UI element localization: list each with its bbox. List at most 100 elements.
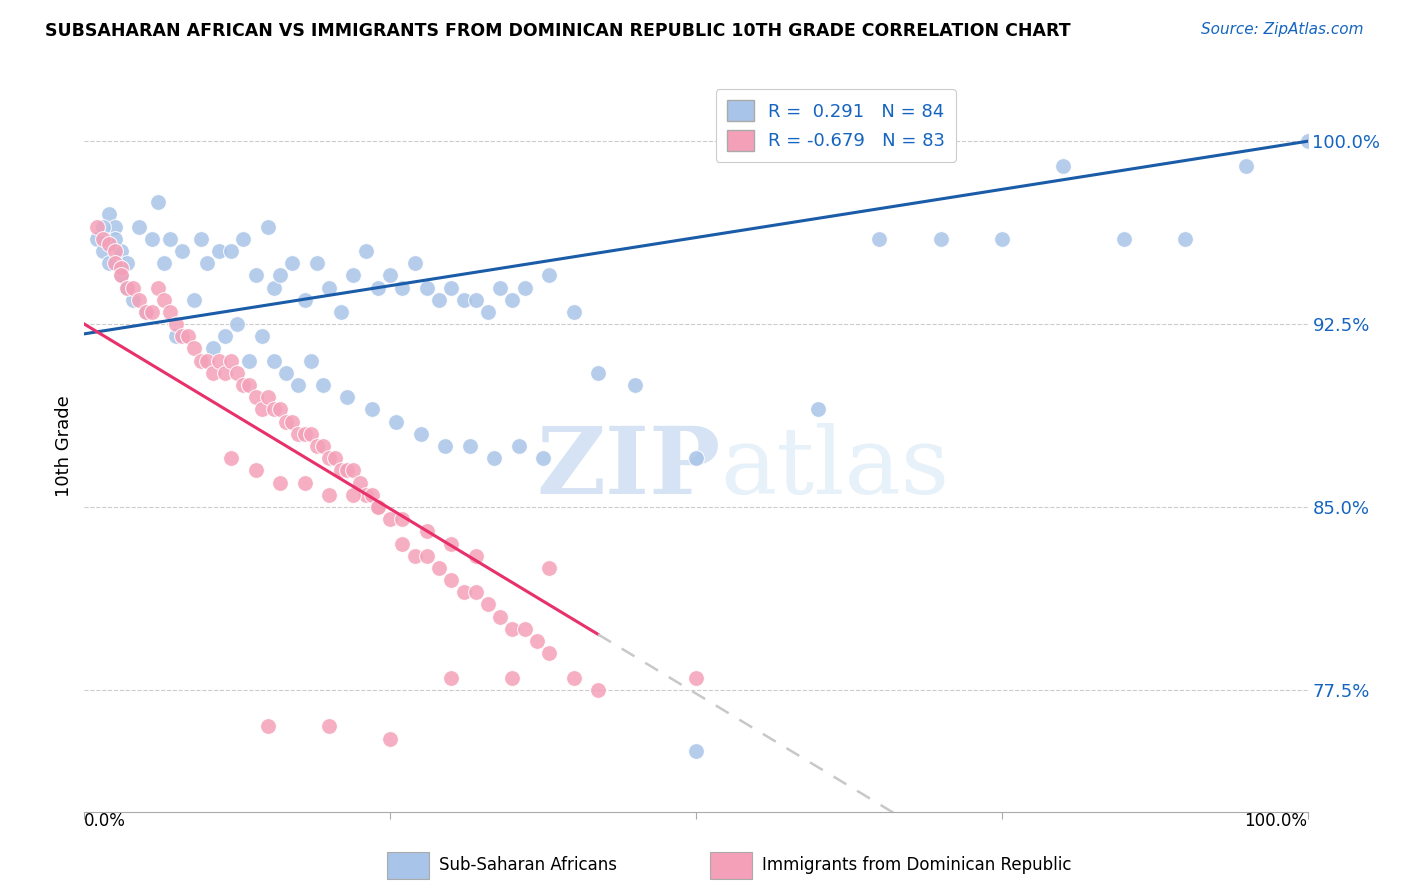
Point (91, 232, 114, 246)
Point (287, 378, 309, 392)
Point (538, 646, 561, 660)
Point (214, 329, 236, 343)
Y-axis label: 10th Grade: 10th Grade (55, 395, 73, 497)
Point (115, 280, 138, 294)
Point (416, 280, 439, 294)
Point (318, 280, 340, 294)
Point (141, 305, 163, 319)
Point (538, 561, 561, 575)
Point (538, 268, 561, 283)
Point (208, 244, 231, 258)
Point (562, 305, 585, 319)
Point (427, 293, 450, 307)
Point (685, 744, 707, 758)
Point (177, 329, 200, 343)
Point (464, 585, 486, 599)
Point (807, 402, 830, 417)
Point (416, 549, 439, 563)
Point (110, 244, 132, 258)
Point (190, 232, 212, 246)
Point (562, 671, 585, 685)
Point (219, 244, 242, 258)
Point (427, 561, 450, 575)
Point (434, 439, 457, 453)
Point (349, 475, 371, 490)
Point (97, 207, 120, 221)
Point (464, 549, 486, 563)
Point (135, 305, 157, 319)
Point (91, 244, 114, 258)
Point (477, 305, 499, 319)
Point (91, 219, 114, 234)
Point (172, 329, 194, 343)
Point (110, 260, 132, 275)
Point (172, 244, 194, 258)
Point (482, 451, 505, 466)
Point (586, 682, 609, 697)
Point (214, 366, 236, 380)
Point (312, 378, 335, 392)
Point (263, 402, 285, 417)
Point (97, 236, 120, 251)
Point (360, 402, 382, 417)
Point (183, 342, 205, 356)
Text: Source: ZipAtlas.com: Source: ZipAtlas.com (1201, 22, 1364, 37)
Point (391, 536, 413, 550)
Point (508, 439, 530, 453)
Point (232, 232, 254, 246)
Point (385, 415, 408, 429)
Point (294, 426, 316, 441)
Point (312, 439, 335, 453)
Point (1296, 134, 1319, 148)
Point (135, 305, 157, 319)
Point (232, 378, 254, 392)
Point (195, 353, 218, 368)
Text: SUBSAHARAN AFRICAN VS IMMIGRANTS FROM DOMINICAN REPUBLIC 10TH GRADE CORRELATION : SUBSAHARAN AFRICAN VS IMMIGRANTS FROM DO… (45, 22, 1070, 40)
Point (250, 402, 273, 417)
Point (1236, 159, 1258, 173)
Point (929, 232, 952, 246)
Point (526, 634, 548, 648)
Text: ZIP: ZIP (536, 423, 720, 513)
Point (367, 500, 389, 514)
Point (380, 512, 402, 526)
Point (115, 280, 138, 294)
Point (404, 549, 426, 563)
Point (318, 488, 340, 502)
Point (153, 293, 176, 307)
Point (1052, 159, 1074, 173)
Point (219, 451, 242, 466)
Text: Sub-Saharan Africans: Sub-Saharan Africans (439, 856, 617, 874)
Point (97, 256, 120, 270)
Point (294, 293, 316, 307)
Point (201, 366, 224, 380)
Point (440, 536, 463, 550)
Point (360, 488, 382, 502)
Legend: R =  0.291   N = 84, R = -0.679   N = 83: R = 0.291 N = 84, R = -0.679 N = 83 (716, 89, 956, 161)
Point (869, 232, 891, 246)
Text: atlas: atlas (720, 423, 949, 513)
Point (195, 256, 218, 270)
FancyBboxPatch shape (387, 852, 429, 879)
Point (440, 671, 463, 685)
Point (453, 585, 475, 599)
Point (183, 293, 205, 307)
Point (245, 268, 267, 283)
FancyBboxPatch shape (710, 852, 752, 879)
Point (250, 329, 273, 343)
Point (305, 439, 328, 453)
Point (226, 317, 249, 331)
Point (245, 390, 267, 404)
Point (86, 219, 108, 234)
Point (305, 256, 328, 270)
Point (276, 415, 298, 429)
Point (263, 280, 285, 294)
Point (489, 280, 512, 294)
Point (336, 463, 359, 477)
Point (269, 475, 291, 490)
Point (104, 219, 127, 234)
Point (153, 256, 176, 270)
Point (115, 256, 138, 270)
Point (86, 232, 108, 246)
Point (502, 622, 524, 636)
